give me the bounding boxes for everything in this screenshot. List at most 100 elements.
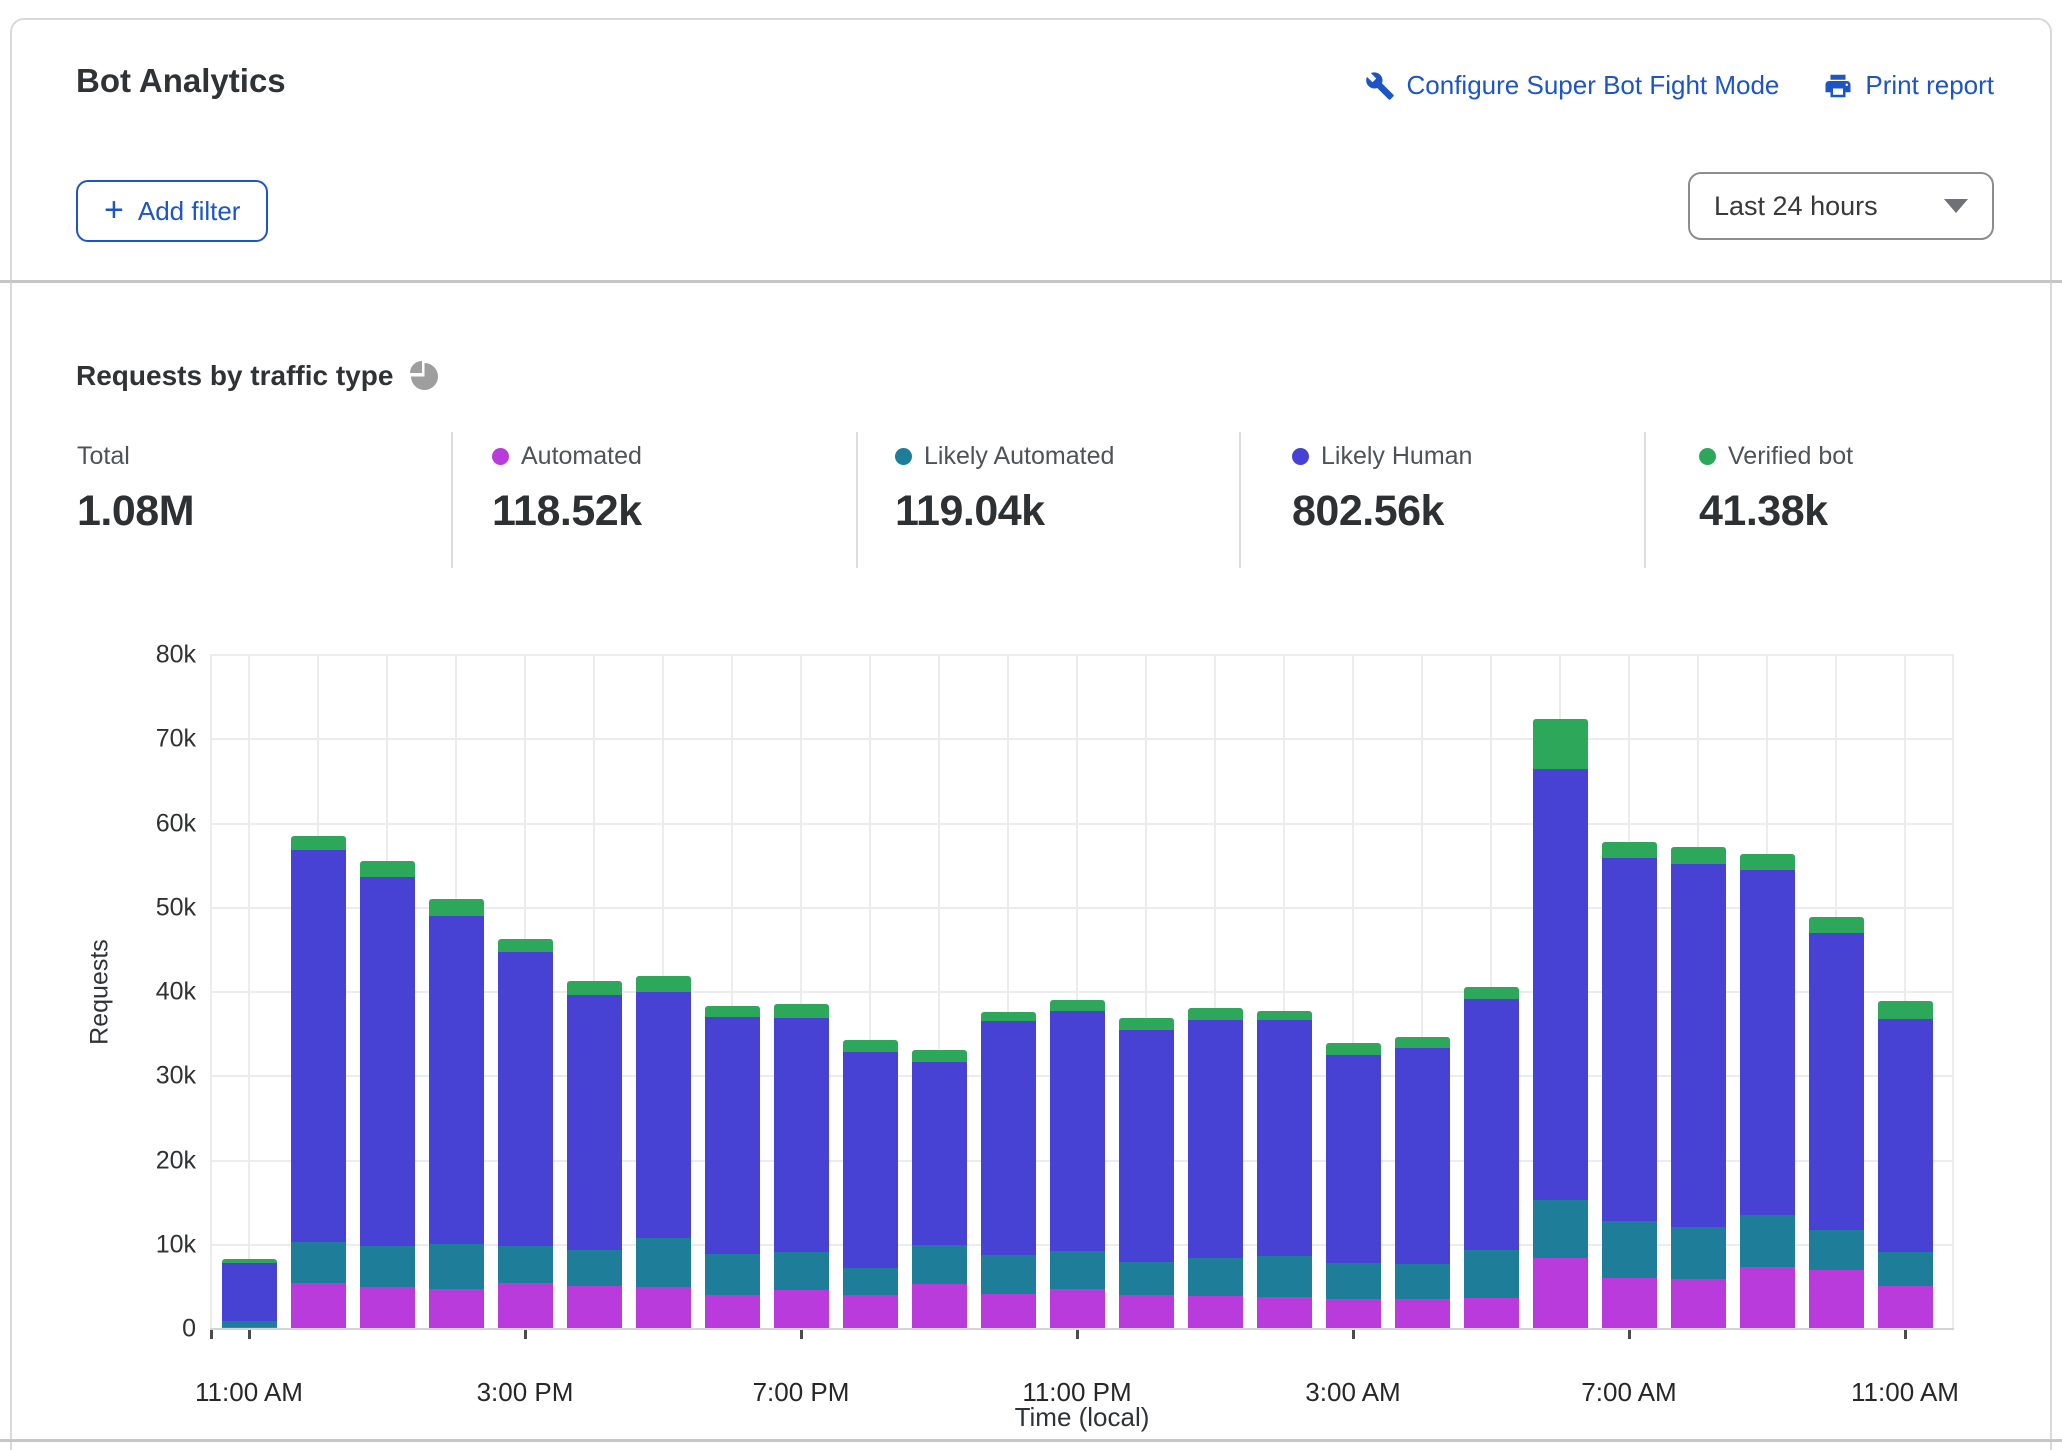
bar-segment-likely-human bbox=[1740, 870, 1795, 1215]
section-title: Requests by traffic type bbox=[76, 360, 393, 392]
x-tick-mark bbox=[524, 1329, 527, 1339]
bar-segment-verified-bot bbox=[1533, 719, 1588, 769]
bar-segment-likely-automated bbox=[912, 1245, 967, 1284]
stat-total: Total1.08M bbox=[77, 442, 194, 536]
bar-3:00-pm-4[interactable] bbox=[498, 939, 553, 1329]
bar-segment-likely-human bbox=[222, 1263, 277, 1320]
bar-segment-automated bbox=[567, 1286, 622, 1329]
bar-segment-likely-human bbox=[1602, 858, 1657, 1221]
bar-segment-likely-human bbox=[429, 916, 484, 1244]
y-tick-label: 30k bbox=[156, 1062, 196, 1091]
bar-segment-likely-human bbox=[774, 1018, 829, 1252]
bar-segment-likely-automated bbox=[843, 1268, 898, 1294]
bar-segment-verified-bot bbox=[912, 1050, 967, 1062]
bar-4:00-am-17[interactable] bbox=[1395, 1037, 1450, 1329]
bar-segment-automated bbox=[291, 1283, 346, 1329]
stat-value-likely-automated: 119.04k bbox=[895, 487, 1114, 536]
configure-super-bot-fight-mode-link[interactable]: Configure Super Bot Fight Mode bbox=[1365, 70, 1780, 101]
bar-9:00-am-22[interactable] bbox=[1740, 854, 1795, 1329]
bar-segment-automated bbox=[1188, 1296, 1243, 1329]
time-range-select[interactable]: Last 24 hours bbox=[1688, 172, 1994, 240]
bar-4:00-pm-5[interactable] bbox=[567, 981, 622, 1329]
bar-9:00-pm-10[interactable] bbox=[912, 1050, 967, 1329]
bar-segment-likely-automated bbox=[567, 1250, 622, 1286]
stats-row: Total1.08MAutomated118.52kLikely Automat… bbox=[12, 428, 2050, 588]
bar-11:00-am-24[interactable] bbox=[1878, 1001, 1933, 1330]
stat-label-automated: Automated bbox=[492, 442, 642, 471]
y-tick-label: 80k bbox=[156, 641, 196, 670]
gridline-v bbox=[248, 655, 250, 1329]
x-tick-mark bbox=[248, 1329, 251, 1339]
bar-segment-likely-human bbox=[360, 877, 415, 1246]
wrench-icon bbox=[1365, 71, 1395, 101]
bar-2:00-pm-3[interactable] bbox=[429, 899, 484, 1329]
bar-segment-likely-automated bbox=[291, 1242, 346, 1282]
printer-icon bbox=[1823, 71, 1853, 101]
bar-5:00-pm-6[interactable] bbox=[636, 976, 691, 1329]
print-report-link[interactable]: Print report bbox=[1823, 70, 1994, 101]
bar-segment-verified-bot bbox=[429, 899, 484, 916]
bottom-divider bbox=[0, 1439, 2062, 1442]
print-link-label: Print report bbox=[1865, 70, 1994, 101]
stats-divider bbox=[1644, 432, 1646, 568]
bar-12:00-am-13[interactable] bbox=[1119, 1018, 1174, 1329]
bar-segment-verified-bot bbox=[1050, 1000, 1105, 1011]
time-range-value: Last 24 hours bbox=[1714, 191, 1878, 222]
legend-dot-likely-human bbox=[1292, 448, 1309, 465]
bar-segment-likely-automated bbox=[360, 1246, 415, 1287]
bar-1:00-pm-2[interactable] bbox=[360, 861, 415, 1329]
bot-analytics-page: Bot Analytics Configure Super Bot Fight … bbox=[0, 0, 2062, 1450]
bar-7:00-pm-8[interactable] bbox=[774, 1004, 829, 1329]
x-tick-label: 11:00 AM bbox=[1851, 1377, 1959, 1408]
bar-12:00-pm-1[interactable] bbox=[291, 836, 346, 1329]
add-filter-label: Add filter bbox=[138, 196, 241, 227]
bar-segment-likely-automated bbox=[1533, 1200, 1588, 1258]
bar-segment-likely-automated bbox=[705, 1254, 760, 1294]
x-tick-label: 7:00 PM bbox=[753, 1377, 850, 1408]
add-filter-button[interactable]: + Add filter bbox=[76, 180, 268, 242]
bar-segment-likely-human bbox=[1533, 769, 1588, 1200]
bar-segment-likely-human bbox=[1395, 1048, 1450, 1265]
bar-segment-automated bbox=[774, 1290, 829, 1329]
bar-segment-likely-human bbox=[1188, 1020, 1243, 1258]
bar-segment-likely-human bbox=[981, 1021, 1036, 1254]
bar-6:00-pm-7[interactable] bbox=[705, 1006, 760, 1329]
bar-segment-verified-bot bbox=[1326, 1043, 1381, 1055]
bar-11:00-pm-12[interactable] bbox=[1050, 1000, 1105, 1329]
y-tick-label: 0 bbox=[182, 1315, 196, 1344]
plus-icon: + bbox=[104, 193, 124, 227]
bar-11:00-am-0[interactable] bbox=[222, 1259, 277, 1329]
stats-divider bbox=[856, 432, 858, 568]
bar-segment-automated bbox=[1257, 1297, 1312, 1329]
bar-segment-verified-bot bbox=[843, 1040, 898, 1052]
bar-5:00-am-18[interactable] bbox=[1464, 987, 1519, 1329]
bar-segment-automated bbox=[1326, 1299, 1381, 1329]
bar-segment-likely-automated bbox=[1464, 1250, 1519, 1298]
header-divider bbox=[0, 280, 2062, 283]
bar-segment-verified-bot bbox=[1395, 1037, 1450, 1048]
bar-segment-likely-automated bbox=[1809, 1230, 1864, 1270]
bar-8:00-pm-9[interactable] bbox=[843, 1040, 898, 1329]
bar-segment-likely-automated bbox=[1671, 1227, 1726, 1279]
plot-area: 010k20k30k40k50k60k70k80k11:00 AM3:00 PM… bbox=[210, 655, 1954, 1329]
bar-8:00-am-21[interactable] bbox=[1671, 847, 1726, 1329]
bar-7:00-am-20[interactable] bbox=[1602, 842, 1657, 1329]
bar-2:00-am-15[interactable] bbox=[1257, 1011, 1312, 1329]
page-title: Bot Analytics bbox=[76, 62, 286, 100]
x-tick-label: 11:00 AM bbox=[195, 1377, 303, 1408]
bar-1:00-am-14[interactable] bbox=[1188, 1008, 1243, 1329]
bar-10:00-am-23[interactable] bbox=[1809, 917, 1864, 1329]
bar-segment-verified-bot bbox=[567, 981, 622, 995]
bar-segment-verified-bot bbox=[705, 1006, 760, 1017]
header-links: Configure Super Bot Fight Mode Print rep… bbox=[1365, 70, 1994, 101]
bar-segment-automated bbox=[1671, 1279, 1726, 1329]
bar-3:00-am-16[interactable] bbox=[1326, 1043, 1381, 1329]
bar-segment-likely-automated bbox=[1188, 1258, 1243, 1296]
bar-segment-likely-human bbox=[705, 1017, 760, 1255]
bar-segment-likely-human bbox=[636, 992, 691, 1238]
x-axis-title: Time (local) bbox=[1015, 1402, 1150, 1433]
bar-segment-likely-human bbox=[1257, 1020, 1312, 1256]
bar-segment-verified-bot bbox=[636, 976, 691, 992]
bar-6:00-am-19[interactable] bbox=[1533, 719, 1588, 1329]
bar-10:00-pm-11[interactable] bbox=[981, 1012, 1036, 1329]
